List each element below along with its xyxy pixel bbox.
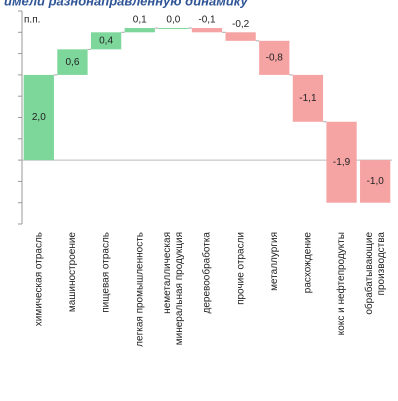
value-label: 0,6 [66,57,80,68]
value-label: -0,1 [198,15,216,26]
bar [191,28,223,33]
x-tick-label: машиностроение [67,232,78,313]
x-tick-label: прочие отрасли [235,232,246,305]
x-tick-label: неметаллическая [162,232,173,314]
x-tick-label: расхождение [303,232,314,294]
x-tick-label: производства [376,232,387,296]
bar [90,32,122,50]
value-label: -1,9 [333,157,351,168]
value-label: 2,0 [32,112,46,123]
x-tick-label: химическая отрасль [33,232,44,326]
value-label: -1,0 [367,176,385,187]
bar [259,40,290,75]
value-label: -0,2 [232,19,250,30]
value-label: -0,8 [266,53,284,64]
x-tick-label: легкая промышленность [134,232,145,347]
x-tick-label: кокс и нефтепродукты [335,232,347,335]
bar [360,160,391,203]
bar [124,28,155,33]
value-label: 0,4 [99,35,113,46]
bar [292,74,324,122]
x-tick-label: металлургия [269,232,280,291]
bar [158,28,189,30]
y-axis-label: п.п. [24,15,40,26]
bar [326,121,357,203]
bar [57,49,88,75]
bar [225,32,256,41]
value-label: 0,1 [133,15,147,26]
x-tick-label: обрабатывающие [363,232,375,315]
value-label: 0,0 [166,15,180,26]
x-tick-label: пищевая отрасль [101,232,112,313]
x-tick-label: деревообработка [201,232,213,314]
bar [23,74,54,161]
x-tick-label: минеральная продукция [174,232,185,345]
chart-title: имели разнонаправленную динамику [4,0,249,8]
value-label: -1,1 [299,93,317,104]
